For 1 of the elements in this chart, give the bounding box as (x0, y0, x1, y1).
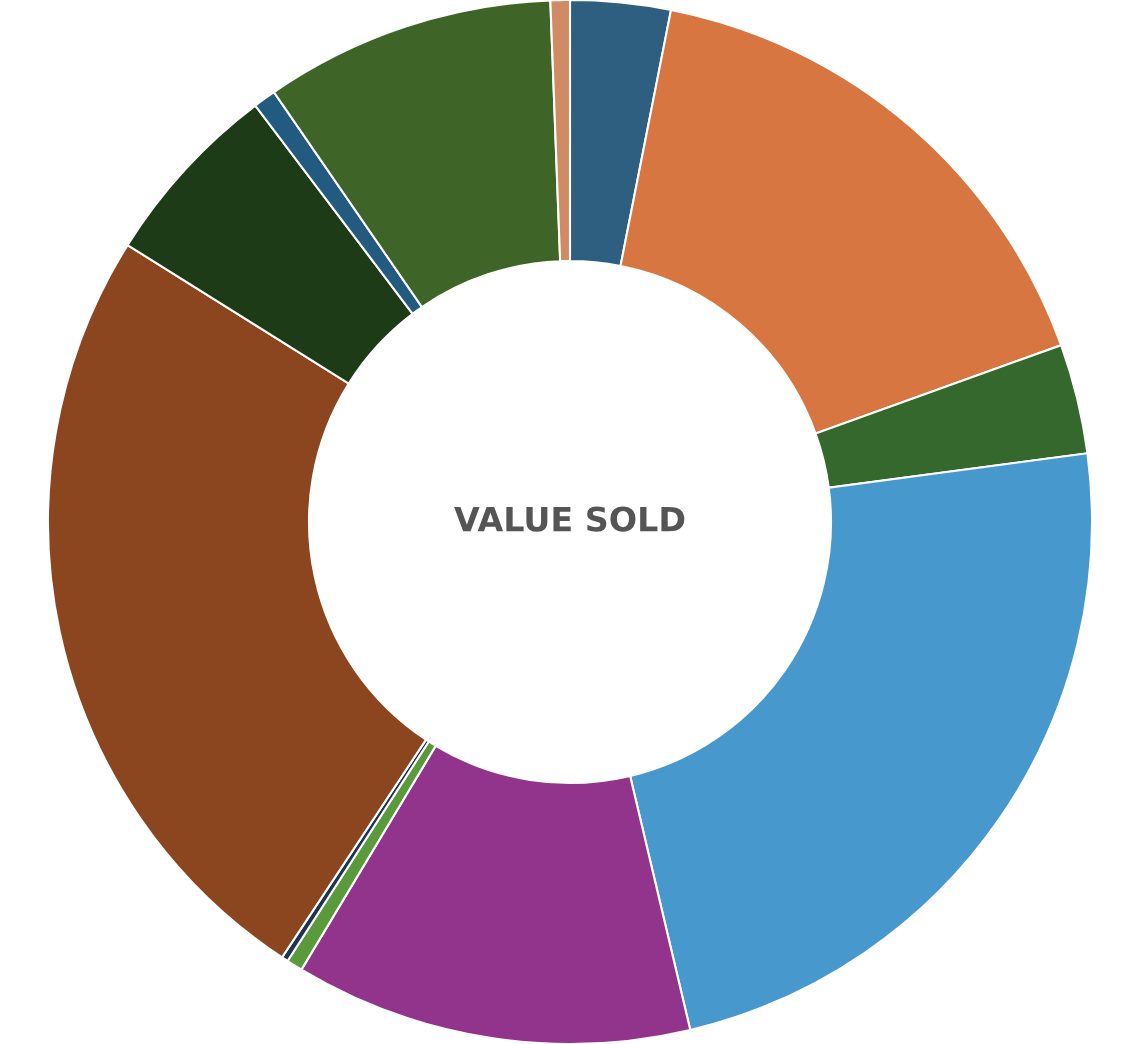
text: VALUE SOLD (454, 506, 685, 532)
